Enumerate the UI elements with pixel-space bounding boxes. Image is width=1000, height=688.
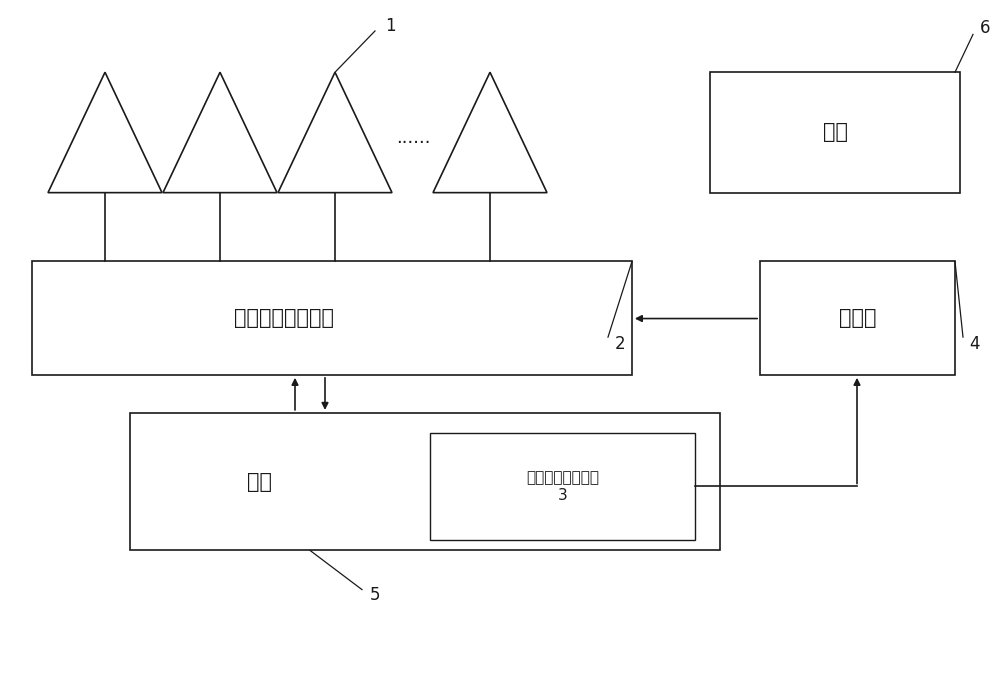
Text: ......: ...... xyxy=(396,129,430,147)
Bar xyxy=(130,413,720,550)
Bar xyxy=(760,261,955,375)
Text: 天线切换控制单元: 天线切换控制单元 xyxy=(234,308,334,328)
Text: 时间间隔测量模块
3: 时间间隔测量模块 3 xyxy=(526,471,599,503)
Text: 读写器: 读写器 xyxy=(839,308,876,328)
Text: 1: 1 xyxy=(385,17,395,35)
Bar xyxy=(32,261,632,375)
Text: 2: 2 xyxy=(615,335,625,353)
Text: 主机: 主机 xyxy=(247,471,272,492)
Text: 标签: 标签 xyxy=(822,122,848,142)
Text: 5: 5 xyxy=(370,586,380,604)
Text: 4: 4 xyxy=(970,335,980,353)
Bar xyxy=(710,72,960,193)
Text: 6: 6 xyxy=(980,19,990,36)
Bar xyxy=(430,433,695,540)
